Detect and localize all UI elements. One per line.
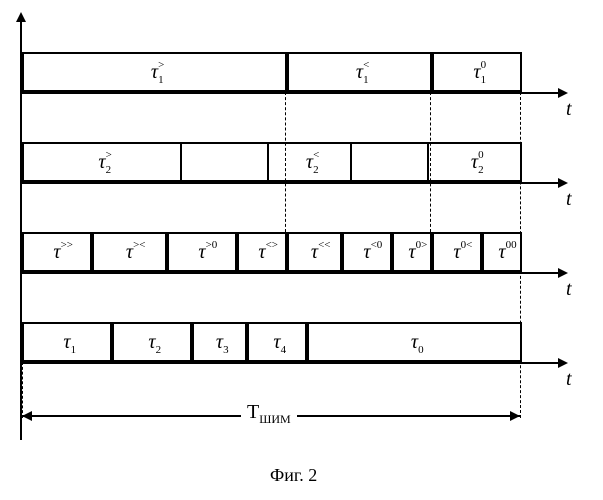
segment-row3-5: τ<0 — [342, 232, 392, 272]
segment-row1-0: τ>1 — [22, 52, 287, 92]
segment-row3-2: τ>0 — [167, 232, 237, 272]
segment-row3-1: τ>< — [92, 232, 167, 272]
t-axis-row1 — [20, 92, 560, 94]
dimension-label: ТШИМ — [241, 401, 297, 427]
segment-row3-3: τ<> — [237, 232, 287, 272]
timing-diagram: tttt τ>1τ<1τ01τ>2τ<2τ02τ>>τ><τ>0τ<>τ<<τ<… — [20, 20, 590, 480]
guide-3 — [22, 362, 23, 418]
segment-row4-0: τ1 — [22, 322, 112, 362]
track-row3: τ>>τ><τ>0τ<>τ<<τ<0τ0>τ0<τ00 — [20, 232, 520, 272]
t-label-row1: t — [566, 98, 572, 121]
segment-row3-4: τ<< — [287, 232, 342, 272]
segment-row3-7: τ0< — [432, 232, 482, 272]
segment-row3-8: τ00 — [482, 232, 522, 272]
segment-row2-0: τ>2 — [22, 142, 182, 182]
t-label-row3: t — [566, 278, 572, 301]
segment-row4-2: τ3 — [192, 322, 247, 362]
guide-0 — [285, 92, 286, 232]
t-axis-row2 — [20, 182, 560, 184]
segment-row3-0: τ>> — [22, 232, 92, 272]
segment-row4-1: τ2 — [112, 322, 192, 362]
t-axis-row4 — [20, 362, 560, 364]
guide-2 — [520, 92, 521, 418]
segment-row2-1: τ<2 — [267, 142, 352, 182]
segment-row1-1: τ<1 — [287, 52, 432, 92]
t-label-row4: t — [566, 368, 572, 391]
guide-1 — [430, 92, 431, 232]
segment-row4-3: τ4 — [247, 322, 307, 362]
t-axis-row3 — [20, 272, 560, 274]
segment-row4-4: τ0 — [307, 322, 522, 362]
t-label-row2: t — [566, 188, 572, 211]
segment-row1-2: τ01 — [432, 52, 522, 92]
segment-row3-6: τ0> — [392, 232, 432, 272]
figure-caption: Фиг. 2 — [270, 465, 317, 486]
track-row4: τ1τ2τ3τ4τ0 — [20, 322, 520, 362]
track-row2: τ>2 τ<2 τ02 — [20, 142, 520, 182]
track-row1: τ>1τ<1τ01 — [20, 52, 520, 92]
segment-row2-2: τ02 — [427, 142, 522, 182]
